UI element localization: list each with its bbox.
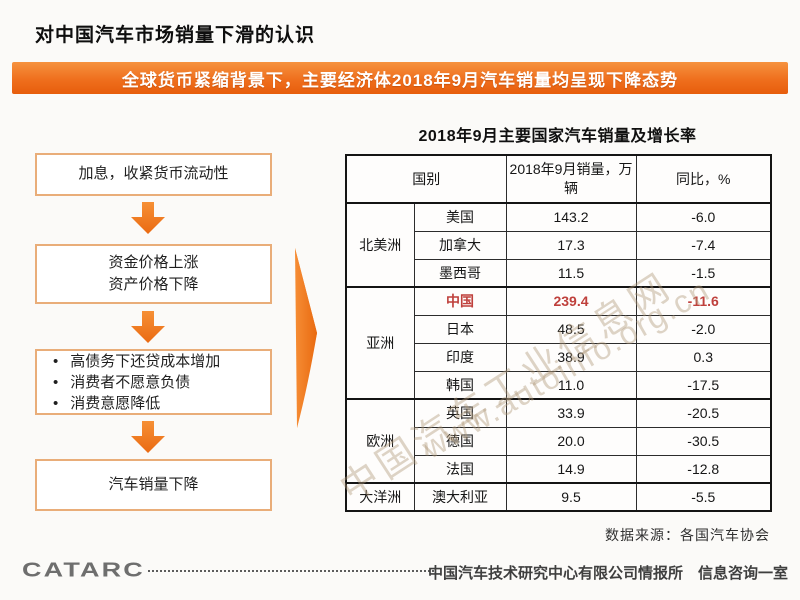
footer-divider <box>148 570 434 572</box>
data-source-note: 数据来源：各国汽车协会 <box>605 527 770 543</box>
table-row: 日本 48.5 -2.0 <box>346 314 772 344</box>
yoy-cell: -20.5 <box>635 398 772 428</box>
sales-cell: 17.3 <box>505 230 637 260</box>
yoy-cell: -12.8 <box>635 454 772 484</box>
country-cell: 美国 <box>413 202 507 232</box>
country-cell: 加拿大 <box>413 230 507 260</box>
country-cell: 法国 <box>413 454 507 484</box>
table-row: 墨西哥 11.5 -1.5 <box>346 258 772 288</box>
sales-cell: 239.4 <box>505 286 637 316</box>
debt-bullet-list: 高债务下还贷成本增加 消费者不愿意负债 消费意愿降低 <box>37 351 270 414</box>
down-arrow-icon <box>131 202 165 234</box>
table-row-china: 亚洲 中国 239.4 -11.6 <box>345 286 772 400</box>
sales-cell: 20.0 <box>505 426 637 456</box>
yoy-cell: -5.5 <box>635 482 772 512</box>
country-cell: 日本 <box>413 314 507 344</box>
flow-box-price-line2: 资产价格下降 <box>108 276 199 293</box>
country-cell: 印度 <box>413 342 507 372</box>
page-title: 对中国汽车市场销量下滑的认识 <box>35 25 316 46</box>
flow-box-sales-drop-label: 汽车销量下降 <box>108 475 199 493</box>
table-row: 韩国 11.0 -17.5 <box>346 370 772 400</box>
sales-cell: 9.5 <box>505 482 637 512</box>
flow-box-sales-drop: 汽车销量下降 <box>35 459 272 511</box>
col-header-sales: 2018年9月销量，万辆 <box>505 154 637 204</box>
sales-table: 国别 2018年9月销量，万辆 同比，% 北美洲 美国 143.2 -6.0 加… <box>345 154 772 512</box>
down-arrow-icon <box>131 311 165 343</box>
yoy-cell: -11.6 <box>635 286 772 316</box>
table-row: 欧洲 英国 33.9 -20.5 <box>345 398 772 484</box>
table-row: 加拿大 17.3 -7.4 <box>346 230 772 260</box>
sales-cell: 33.9 <box>505 398 637 428</box>
bullet-item: 高债务下还贷成本增加 <box>47 351 270 372</box>
sales-cell: 11.5 <box>505 258 637 288</box>
bullet-item-label: 消费者不愿意负债 <box>70 373 191 391</box>
table-row: 大洋洲 澳大利亚 9.5 -5.5 <box>345 482 772 512</box>
right-arrow-icon <box>295 248 317 428</box>
down-arrow-icon <box>131 421 165 453</box>
table-row: 法国 14.9 -12.8 <box>346 454 772 484</box>
yoy-cell: 0.3 <box>635 342 772 372</box>
subtitle-banner: 全球货币紧缩背景下，主要经济体2018年9月汽车销量均呈现下降态势 <box>12 62 788 94</box>
bullet-item: 消费者不愿意负债 <box>47 372 270 393</box>
sales-cell: 11.0 <box>505 370 637 400</box>
flow-box-price: 资金价格上涨 资产价格下降 <box>35 244 272 304</box>
region-cell: 大洋洲 <box>345 482 415 512</box>
bullet-item: 消费意愿降低 <box>47 393 270 414</box>
yoy-cell: -7.4 <box>635 230 772 260</box>
table-row: 印度 38.9 0.3 <box>346 342 772 372</box>
sales-cell: 48.5 <box>505 314 637 344</box>
flow-box-rate-hike-label: 加息，收紧货币流动性 <box>78 165 229 183</box>
flow-box-rate-hike: 加息，收紧货币流动性 <box>35 153 272 196</box>
sales-cell: 14.9 <box>505 454 637 484</box>
yoy-cell: -2.0 <box>635 314 772 344</box>
country-cell: 墨西哥 <box>413 258 507 288</box>
flow-box-debt: 高债务下还贷成本增加 消费者不愿意负债 消费意愿降低 <box>35 349 272 415</box>
table-header-row: 国别 2018年9月销量，万辆 同比，% <box>345 154 772 204</box>
sales-cell: 38.9 <box>505 342 637 372</box>
col-header-yoy: 同比，% <box>635 154 772 204</box>
sales-cell: 143.2 <box>505 202 637 232</box>
country-cell: 德国 <box>413 426 507 456</box>
footer-org-text: 中国汽车技术研究中心有限公司情报所 信息咨询一室 <box>427 565 788 582</box>
bullet-item-label: 消费意愿降低 <box>70 394 161 412</box>
table-row: 北美洲 美国 143.2 -6.0 <box>345 202 772 288</box>
flow-box-price-line1: 资金价格上涨 <box>108 253 199 271</box>
yoy-cell: -6.0 <box>635 202 772 232</box>
country-cell: 澳大利亚 <box>413 482 507 512</box>
country-cell: 中国 <box>413 286 507 316</box>
yoy-cell: -30.5 <box>635 426 772 456</box>
country-cell: 英国 <box>413 398 507 428</box>
bullet-item-label: 高债务下还贷成本增加 <box>70 352 221 370</box>
table-row: 德国 20.0 -30.5 <box>346 426 772 456</box>
table-title: 2018年9月主要国家汽车销量及增长率 <box>418 128 697 145</box>
country-cell: 韩国 <box>413 370 507 400</box>
region-cell: 欧洲 <box>345 398 415 484</box>
yoy-cell: -1.5 <box>635 258 772 288</box>
region-cell: 亚洲 <box>345 286 415 400</box>
yoy-cell: -17.5 <box>635 370 772 400</box>
region-cell: 北美洲 <box>345 202 415 288</box>
col-header-country: 国别 <box>345 154 507 204</box>
catarc-logo: CATARC <box>22 558 145 582</box>
